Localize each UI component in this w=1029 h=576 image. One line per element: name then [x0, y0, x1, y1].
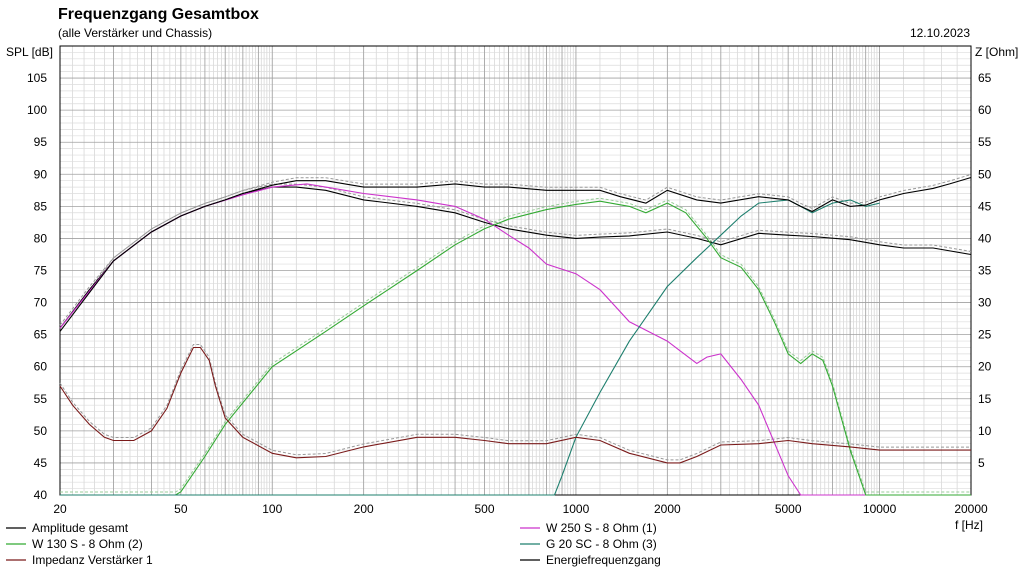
major-grid	[60, 46, 971, 495]
legend-label: W 250 S - 8 Ohm (1)	[546, 521, 657, 535]
legend: Amplitude gesamt W 250 S - 8 Ohm (1) W 130…	[6, 521, 661, 567]
y-tick-label-left: 40	[34, 488, 48, 502]
y-tick-label-left: 105	[27, 71, 47, 85]
legend-label: W 130 S - 8 Ohm (2)	[32, 537, 143, 551]
series-reference-dashed	[59, 344, 971, 461]
x-tick-label: 500	[474, 502, 494, 516]
x-tick-labels: 20 50 100 200 500 1000 2000 5000 10000 20000	[53, 502, 988, 516]
y-tick-label-left: 95	[34, 135, 48, 149]
series-reference-dashed	[59, 183, 972, 326]
y-tick-label-right: 10	[978, 424, 992, 438]
y-axis-left-label: SPL [dB]	[6, 45, 53, 59]
y-tick-label-right: 45	[978, 199, 992, 213]
x-tick-label: 20	[53, 502, 67, 516]
y-tick-label-left: 85	[34, 199, 48, 213]
y-tick-label-left: 80	[34, 231, 48, 245]
series-line-3	[60, 200, 971, 496]
y-tick-label-left: 60	[34, 360, 48, 374]
y-tick-label-left: 55	[34, 392, 48, 406]
series-line-5	[59, 346, 971, 464]
x-tick-label: 5000	[775, 502, 802, 516]
y-tick-label-right: 50	[978, 167, 992, 181]
series-curves	[59, 176, 972, 496]
x-tick-label: 20000	[954, 502, 988, 516]
legend-label: Amplitude gesamt	[32, 521, 129, 535]
x-tick-label: 100	[262, 502, 282, 516]
y-tick-labels-right: 5 10 15 20 25 30 35 40 45 50 55 60 65	[978, 71, 992, 470]
legend-label: G 20 SC - 8 Ohm (3)	[546, 537, 657, 551]
y-tick-label-right: 40	[978, 231, 992, 245]
series-line-6	[59, 176, 972, 332]
y-tick-label-left: 90	[34, 167, 48, 181]
dashed-reference-curves	[59, 174, 972, 493]
y-axis-right-label: Z [Ohm]	[975, 45, 1018, 59]
y-tick-label-right: 55	[978, 135, 992, 149]
y-tick-label-left: 100	[27, 103, 47, 117]
y-tick-label-right: 30	[978, 296, 992, 310]
y-tick-labels-left: 40 45 50 55 60 65 70 75 80 85 90 95 100 105	[27, 71, 47, 502]
y-tick-label-left: 50	[34, 424, 48, 438]
x-axis-label: f [Hz]	[955, 518, 983, 532]
series-line-4	[60, 199, 880, 496]
chart-title: Frequenzgang Gesamtbox	[58, 6, 259, 23]
y-tick-label-left: 70	[34, 296, 48, 310]
chart-date: 12.10.2023	[910, 26, 970, 40]
y-tick-label-left: 65	[34, 328, 48, 342]
x-tick-label: 2000	[654, 502, 681, 516]
y-tick-label-left: 75	[34, 264, 48, 278]
y-tick-label-right: 60	[978, 103, 992, 117]
series-line-2	[59, 183, 971, 496]
y-tick-label-right: 15	[978, 392, 992, 406]
x-tick-label: 200	[354, 502, 374, 516]
chart-subtitle: (alle Verstärker und Chassis)	[58, 26, 212, 40]
y-tick-label-left: 45	[34, 456, 48, 470]
y-tick-label-right: 35	[978, 264, 992, 278]
series-reference-dashed	[60, 197, 971, 493]
x-tick-label: 1000	[563, 502, 590, 516]
y-tick-label-right: 20	[978, 360, 992, 374]
y-tick-label-right: 5	[978, 456, 985, 470]
y-tick-label-right: 25	[978, 328, 992, 342]
legend-label: Impedanz Verstärker 1	[32, 553, 153, 567]
series-reference-dashed	[59, 174, 972, 329]
x-tick-label: 10000	[863, 502, 897, 516]
legend-label: Energiefrequenzgang	[546, 553, 661, 567]
y-tick-label-right: 65	[978, 71, 992, 85]
x-tick-label: 50	[174, 502, 188, 516]
